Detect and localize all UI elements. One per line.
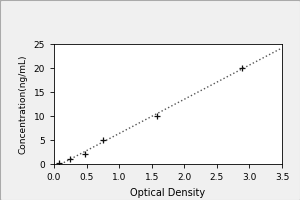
- Point: [100, 138, 105, 142]
- X-axis label: Optical Density: Optical Density: [130, 188, 206, 198]
- Point: [154, 114, 159, 118]
- Point: [57, 161, 62, 165]
- Point: [82, 153, 87, 156]
- Y-axis label: Concentration(ng/mL): Concentration(ng/mL): [19, 54, 28, 154]
- Point: [68, 158, 73, 161]
- Point: [239, 66, 244, 70]
